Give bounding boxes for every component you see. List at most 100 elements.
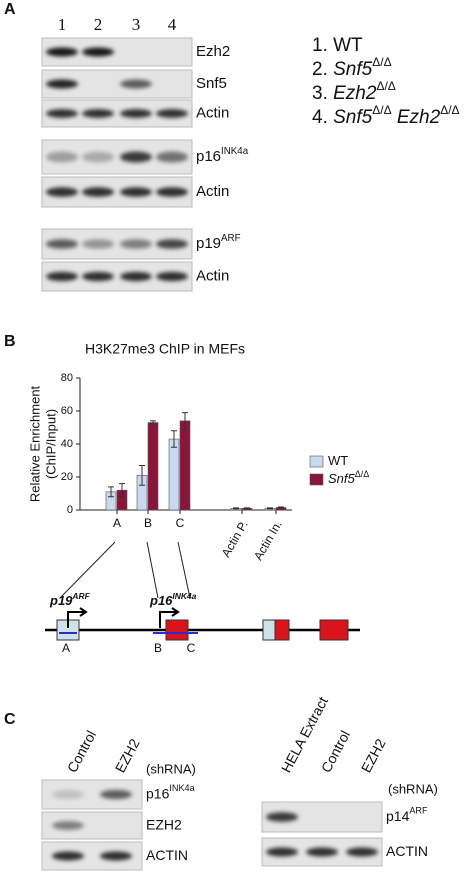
band <box>120 271 152 282</box>
label-text: Actin <box>196 183 229 200</box>
genotype: 1. WT <box>312 35 363 56</box>
y-tick-label: 60 <box>61 405 73 417</box>
genotype: 3. Ezh2Δ/Δ <box>312 79 396 104</box>
error-bar <box>182 412 188 430</box>
legend-swatch <box>309 455 324 468</box>
label-text: ACTIN <box>146 847 188 863</box>
genotype: 4. Snf5Δ/Δ Ezh2Δ/Δ <box>312 103 460 128</box>
label: p16INK4a <box>149 591 197 608</box>
shrna-note: (shRNA) <box>388 781 438 796</box>
exon <box>262 619 276 641</box>
lane-number: 1 <box>58 15 67 34</box>
band <box>156 109 188 118</box>
lane-label: Control <box>318 728 353 775</box>
lane-label: EZH2 <box>112 736 143 775</box>
exon <box>319 619 349 641</box>
band <box>156 151 188 163</box>
bar <box>147 422 159 511</box>
error-bar <box>139 464 145 486</box>
label: Snf5 <box>196 75 227 92</box>
band <box>52 789 84 800</box>
band <box>120 109 152 118</box>
label: p14ARF <box>386 806 428 824</box>
band <box>120 79 152 89</box>
label-text: Ezh2 <box>196 43 230 60</box>
error-bar <box>278 506 284 509</box>
panel-label: B <box>4 333 16 350</box>
legend-swatch <box>309 473 324 486</box>
band <box>52 821 84 830</box>
genotype-part: Δ/Δ <box>440 103 459 117</box>
label: Ezh2 <box>196 43 230 60</box>
error-bar <box>233 507 239 510</box>
label-sup: INK4a <box>169 783 195 793</box>
band <box>82 47 114 57</box>
y-axis-label: (ChIP/Input) <box>43 409 58 479</box>
label-text: p19 <box>196 235 221 252</box>
region-label: A <box>62 641 70 655</box>
label-text: ACTIN <box>386 843 428 859</box>
label-text: p14 <box>386 808 410 824</box>
genotype: 2. Snf5Δ/Δ <box>312 55 392 80</box>
y-tick-label: 0 <box>67 504 73 516</box>
region-label: C <box>187 641 196 655</box>
band <box>306 847 338 857</box>
band <box>82 151 114 163</box>
band <box>266 847 298 857</box>
label-sup: ARF <box>71 591 90 601</box>
band <box>266 812 298 822</box>
band <box>46 239 78 249</box>
band <box>52 851 84 861</box>
genotype-part: Snf5 <box>333 59 373 80</box>
lane-number: 3 <box>132 15 141 34</box>
error-bar <box>171 430 177 448</box>
legend-label: WT <box>328 453 348 468</box>
connector <box>59 541 191 599</box>
label: Actin <box>196 267 229 284</box>
band <box>156 271 188 282</box>
genotype-part: 3. <box>312 83 333 104</box>
band <box>82 187 114 197</box>
lane-number: 2 <box>94 15 103 34</box>
legend-label: Snf5Δ/Δ <box>328 469 369 486</box>
y-tick-label: 20 <box>61 471 73 483</box>
bar <box>168 438 180 511</box>
error-bar <box>108 486 114 498</box>
band <box>100 851 132 861</box>
genotype-part: Δ/Δ <box>372 55 391 69</box>
band <box>120 151 152 163</box>
legend-sup: Δ/Δ <box>355 469 370 479</box>
band <box>46 151 78 163</box>
panel-label: C <box>4 711 16 728</box>
y-tick-label: 40 <box>61 438 73 450</box>
legend-name: Snf5 <box>328 471 356 486</box>
label: p19ARF <box>49 591 91 608</box>
x-tick-label: A <box>113 516 121 530</box>
error-bar <box>119 483 125 498</box>
tss-arrow <box>67 607 88 628</box>
chart-title: H3K27me3 ChIP in MEFs <box>85 341 245 357</box>
label: p16INK4a <box>146 783 196 801</box>
band <box>120 239 152 249</box>
label-text: p16 <box>149 593 173 608</box>
bar <box>179 420 191 511</box>
panel-label: A <box>4 1 16 18</box>
band <box>82 271 114 282</box>
genotype-part: Snf5 <box>333 107 373 128</box>
genotype-part: Ezh2 <box>333 83 377 104</box>
band <box>100 789 132 800</box>
band <box>120 187 152 197</box>
label-text: Actin <box>196 267 229 284</box>
shrna-note: (shRNA) <box>146 761 196 776</box>
band <box>82 239 114 249</box>
band <box>156 239 188 249</box>
x-tick-label: B <box>144 516 152 530</box>
band <box>46 271 78 282</box>
genotype-part: 2. <box>312 59 333 80</box>
label-sup: ARF <box>221 233 241 244</box>
genotype-part: 1. WT <box>312 35 363 56</box>
error-bar <box>244 507 250 510</box>
label: Actin <box>196 183 229 200</box>
lane-number: 4 <box>168 15 177 34</box>
